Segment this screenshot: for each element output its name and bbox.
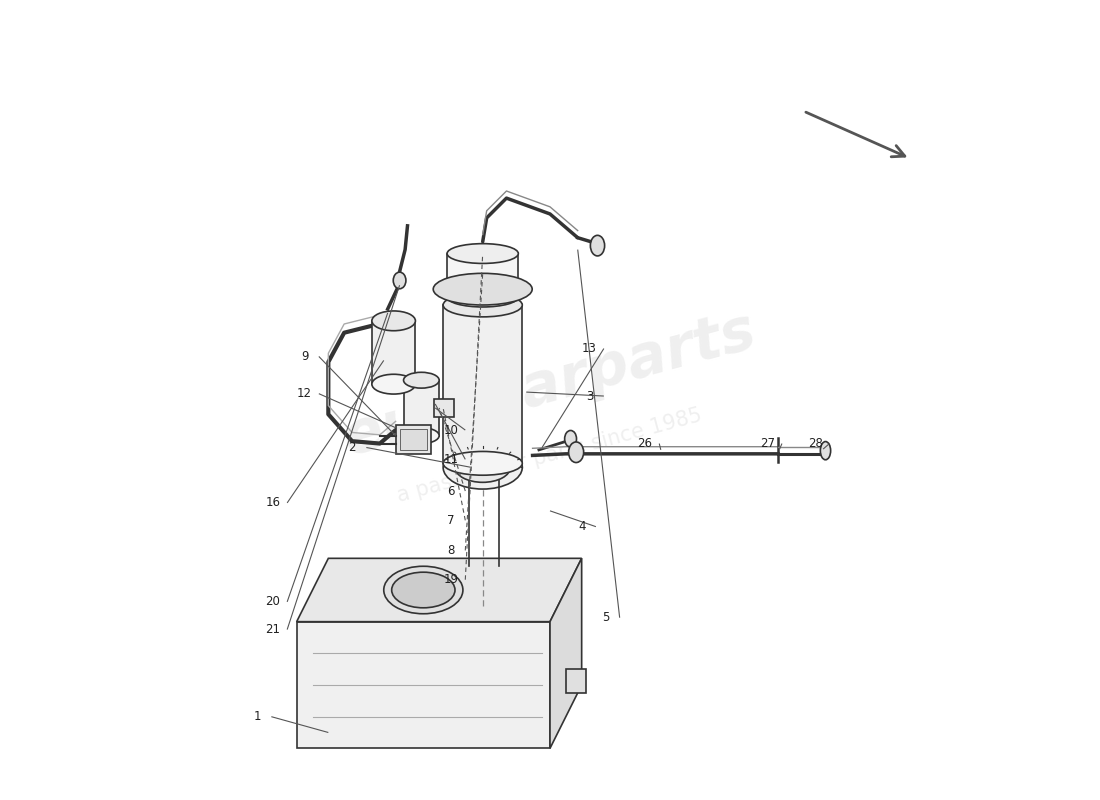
Bar [433,399,454,418]
Ellipse shape [384,566,463,614]
Text: 9: 9 [300,350,308,363]
Ellipse shape [455,452,510,482]
Text: 5: 5 [602,611,609,624]
Ellipse shape [564,430,576,447]
Text: 6: 6 [448,485,454,498]
Text: 19: 19 [443,574,459,586]
Text: 1: 1 [253,710,261,723]
Polygon shape [550,558,582,748]
Ellipse shape [404,428,439,443]
Text: 10: 10 [443,423,459,437]
Bar [443,305,522,463]
Ellipse shape [394,272,406,289]
Bar [404,380,439,436]
Text: a passion for parts since 1985: a passion for parts since 1985 [395,405,705,506]
Ellipse shape [447,244,518,263]
Polygon shape [297,622,550,748]
Bar [396,426,431,454]
Ellipse shape [821,442,830,460]
Text: 12: 12 [297,387,312,400]
Bar [399,430,427,450]
Text: 26: 26 [638,437,652,450]
Ellipse shape [569,442,584,462]
Text: 13: 13 [582,342,597,355]
Text: 11: 11 [443,453,459,466]
Text: eurocarparts: eurocarparts [338,302,762,466]
Text: 27: 27 [760,437,775,450]
Text: 28: 28 [807,437,823,450]
Bar [447,254,518,297]
Ellipse shape [392,572,455,608]
Ellipse shape [404,372,439,388]
Polygon shape [565,669,585,693]
Text: 4: 4 [578,520,585,533]
Text: 8: 8 [448,544,454,557]
Ellipse shape [443,293,522,317]
Text: 3: 3 [586,390,593,402]
Ellipse shape [591,235,605,256]
Text: 21: 21 [265,623,280,636]
Bar [372,321,416,384]
Text: 20: 20 [265,595,280,608]
Ellipse shape [447,287,518,307]
Text: 2: 2 [349,441,355,454]
Ellipse shape [443,451,522,475]
Ellipse shape [372,374,416,394]
Text: 7: 7 [448,514,454,527]
Ellipse shape [443,446,522,489]
Text: 16: 16 [265,497,280,510]
Polygon shape [297,558,582,622]
Ellipse shape [372,311,416,330]
Ellipse shape [433,274,532,305]
